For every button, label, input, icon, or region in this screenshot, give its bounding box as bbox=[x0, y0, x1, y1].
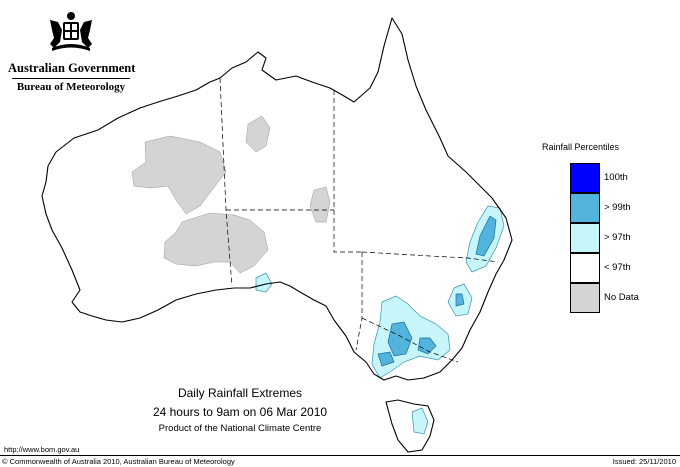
footer-url[interactable]: http://www.bom.gov.au bbox=[4, 445, 80, 454]
sa-east-border bbox=[355, 252, 363, 351]
rain-region-nsw-west-core bbox=[387, 321, 413, 357]
tasmania-coastline bbox=[385, 399, 435, 453]
map-product: Product of the National Climate Centre bbox=[158, 423, 322, 434]
coat-of-arms-icon bbox=[50, 12, 92, 51]
rain-region-nsw-south-core bbox=[417, 337, 437, 355]
no-data-region-nt bbox=[245, 115, 271, 153]
rain-region-vic-core bbox=[377, 351, 395, 367]
legend-swatch bbox=[570, 283, 600, 313]
percentile-99-regions bbox=[377, 215, 497, 367]
no-data-region-sa bbox=[309, 186, 331, 223]
rain-region-nsw-north-core bbox=[455, 293, 465, 307]
legend-label: < 97th bbox=[604, 262, 631, 273]
legend-label: No Data bbox=[604, 292, 639, 303]
australia-coastline bbox=[41, 17, 513, 381]
footer-issued: Issued: 25/11/2010 bbox=[612, 457, 676, 466]
legend-label: > 99th bbox=[604, 202, 631, 213]
nt-qld-border bbox=[333, 90, 362, 253]
legend-swatch bbox=[570, 223, 600, 253]
footer-copyright: © Commonwealth of Australia 2010, Austra… bbox=[2, 457, 235, 466]
state-borders bbox=[219, 77, 499, 363]
legend-swatch bbox=[570, 163, 600, 193]
nsw-vic-border bbox=[361, 317, 459, 363]
government-title: Australian Government bbox=[8, 61, 136, 75]
rain-region-qld-core bbox=[475, 215, 497, 257]
header-divider bbox=[12, 78, 130, 79]
bom-header: Australian Government Bureau of Meteorol… bbox=[8, 10, 136, 93]
bureau-title: Bureau of Meteorology bbox=[16, 81, 126, 93]
no-data-region-wa-south bbox=[163, 212, 269, 274]
qld-nsw-border bbox=[361, 251, 499, 263]
no-data-regions bbox=[131, 115, 331, 274]
legend-swatch bbox=[570, 253, 600, 283]
map-subtitle: 24 hours to 9am on 06 Mar 2010 bbox=[152, 405, 328, 419]
legend-label: > 97th bbox=[604, 232, 631, 243]
no-data-region-wa-north bbox=[131, 135, 227, 215]
rain-region-tasmania bbox=[411, 407, 429, 435]
rain-region-sa-east bbox=[255, 272, 273, 293]
legend-label: 100th bbox=[604, 172, 628, 183]
footer-divider bbox=[0, 455, 680, 456]
legend-title: Rainfall Percentiles bbox=[542, 142, 620, 152]
legend-swatch bbox=[570, 193, 600, 223]
map-title: Daily Rainfall Extremes bbox=[177, 386, 303, 400]
